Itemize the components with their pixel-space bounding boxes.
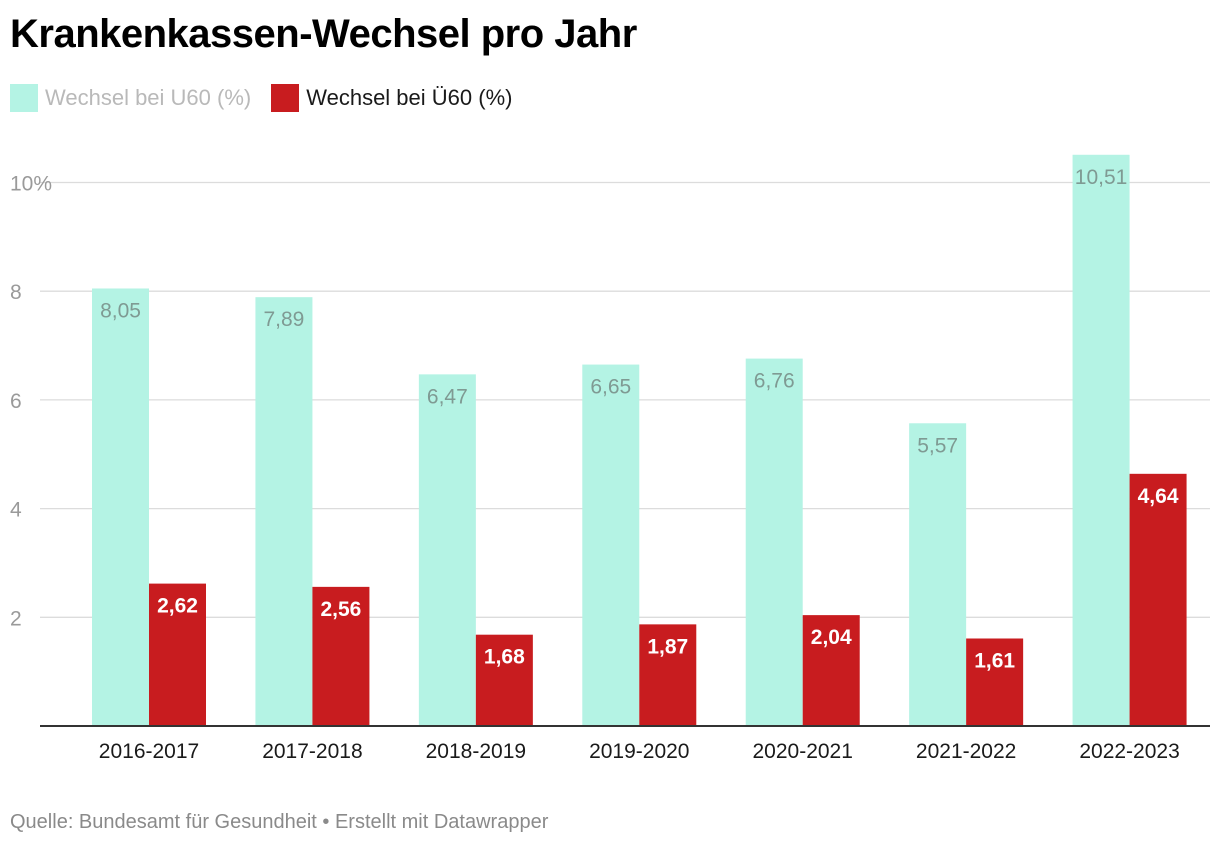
- legend-swatch-ue60: [271, 84, 300, 112]
- x-tick-label-2019-2020: 2019-2020: [589, 740, 689, 763]
- data-label-u60-2019-2020: 6,65: [590, 376, 631, 399]
- data-label-ue60-2021-2022: 1,61: [974, 649, 1015, 672]
- data-label-u60-2017-2018: 7,89: [263, 308, 304, 331]
- bar-ue60-2018-2019: [475, 634, 533, 726]
- bar-u60-2017-2018: [255, 297, 313, 726]
- x-tick-label-2018-2019: 2018-2019: [426, 740, 526, 763]
- y-tick-label-10: 10%: [10, 173, 52, 196]
- x-tick-label-2022-2023: 2022-2023: [1079, 740, 1179, 763]
- legend-label-ue60: Wechsel bei Ü60 (%): [306, 85, 513, 110]
- chart-title: Krankenkassen-Wechsel pro Jahr: [10, 12, 637, 56]
- bar-ue60-2019-2020: [639, 624, 697, 726]
- bar-ue60-2021-2022: [966, 638, 1024, 726]
- bar-u60-2018-2019: [418, 374, 476, 726]
- bar-ue60-2016-2017: [149, 583, 206, 726]
- data-label-u60-2020-2021: 6,76: [754, 370, 795, 393]
- data-label-u60-2022-2023: 10,51: [1075, 166, 1128, 189]
- data-label-ue60-2022-2023: 4,64: [1138, 485, 1179, 508]
- x-tick-label-2016-2017: 2016-2017: [99, 740, 199, 763]
- bar-chart: 2 4 6 8 10% 8,05 2,62 2016-2017 7,89 2,56 2017-201…: [10, 154, 1210, 763]
- bar-u60-2016-2017: [92, 288, 149, 726]
- data-label-ue60-2020-2021: 2,04: [811, 626, 852, 649]
- x-tick-label-2017-2018: 2017-2018: [262, 740, 362, 763]
- y-tick-label-6: 6: [10, 390, 22, 413]
- data-label-u60-2021-2022: 5,57: [917, 434, 958, 457]
- bar-ue60-2020-2021: [802, 615, 860, 726]
- data-label-ue60-2017-2018: 2,56: [320, 598, 361, 621]
- y-tick-label-8: 8: [10, 281, 22, 304]
- data-label-ue60-2016-2017: 2,62: [157, 595, 198, 618]
- bar-u60-2021-2022: [909, 423, 967, 726]
- legend: Wechsel bei U60 (%) Wechsel bei Ü60 (%): [10, 84, 532, 112]
- bar-u60-2019-2020: [582, 364, 640, 726]
- source-footer: Quelle: Bundesamt für Gesundheit • Erste…: [10, 811, 549, 833]
- y-tick-label-4: 4: [10, 499, 22, 522]
- y-tick-label-2: 2: [10, 607, 22, 630]
- bar-u60-2020-2021: [745, 358, 803, 726]
- bar-u60-2022-2023: [1072, 154, 1130, 726]
- data-label-u60-2016-2017: 8,05: [100, 299, 141, 322]
- data-label-ue60-2018-2019: 1,68: [484, 646, 525, 669]
- legend-item-ue60: Wechsel bei Ü60 (%): [271, 84, 512, 112]
- data-label-ue60-2019-2020: 1,87: [647, 635, 688, 658]
- bar-ue60-2017-2018: [312, 586, 370, 726]
- legend-label-u60: Wechsel bei U60 (%): [45, 85, 252, 110]
- legend-item-u60: Wechsel bei U60 (%): [10, 84, 251, 112]
- x-tick-label-2021-2022: 2021-2022: [916, 740, 1016, 763]
- data-label-u60-2018-2019: 6,47: [427, 385, 468, 408]
- bar-ue60-2022-2023: [1129, 473, 1187, 726]
- x-tick-label-2020-2021: 2020-2021: [752, 740, 852, 763]
- legend-swatch-u60: [10, 84, 38, 112]
